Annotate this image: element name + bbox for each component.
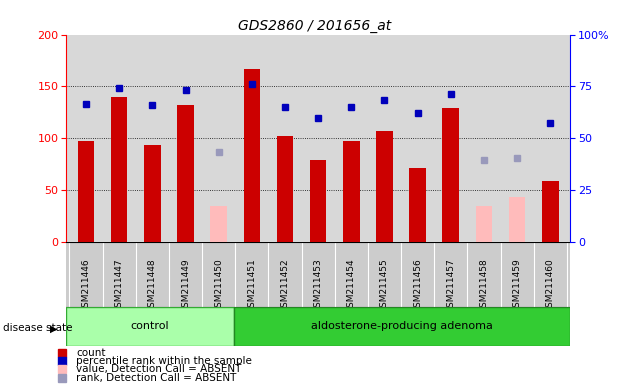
Bar xyxy=(442,108,459,242)
Text: aldosterone-producing adenoma: aldosterone-producing adenoma xyxy=(311,321,493,331)
Bar xyxy=(66,307,234,346)
Bar xyxy=(177,105,194,242)
Bar xyxy=(343,141,360,242)
Bar xyxy=(542,181,559,242)
Bar xyxy=(376,131,392,242)
Text: control: control xyxy=(131,321,169,331)
Text: rank, Detection Call = ABSENT: rank, Detection Call = ABSENT xyxy=(76,373,236,383)
Text: count: count xyxy=(76,348,105,358)
Text: ▶: ▶ xyxy=(50,323,58,333)
Text: percentile rank within the sample: percentile rank within the sample xyxy=(76,356,252,366)
Bar xyxy=(144,146,161,242)
Text: disease state: disease state xyxy=(3,323,72,333)
Bar xyxy=(210,206,227,242)
Bar xyxy=(234,307,570,346)
Text: GDS2860 / 201656_at: GDS2860 / 201656_at xyxy=(238,19,392,33)
Text: value, Detection Call = ABSENT: value, Detection Call = ABSENT xyxy=(76,364,241,374)
Bar xyxy=(509,197,525,242)
Bar xyxy=(244,69,260,242)
Bar xyxy=(77,141,94,242)
Bar xyxy=(277,136,294,242)
Bar xyxy=(410,168,426,242)
Bar xyxy=(111,97,127,242)
Bar xyxy=(476,206,492,242)
Bar xyxy=(310,160,326,242)
